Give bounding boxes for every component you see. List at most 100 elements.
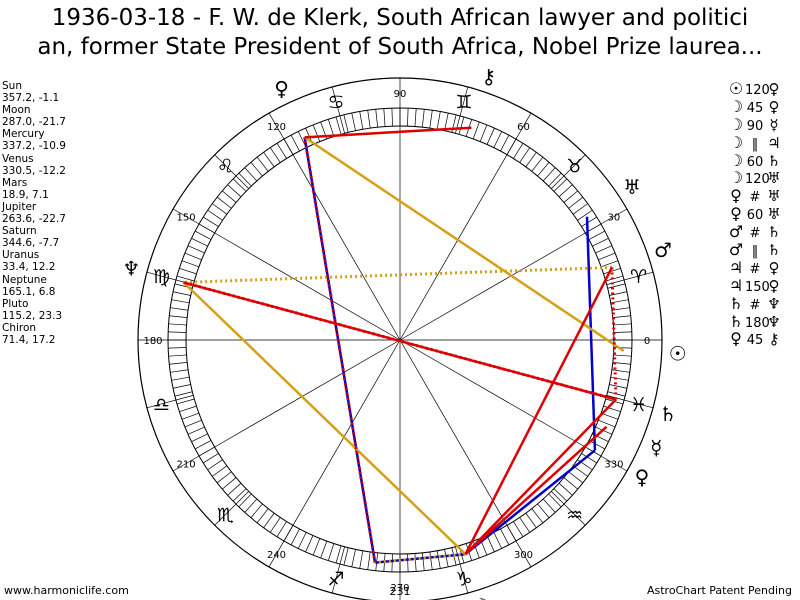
- degree-label: 270: [390, 583, 409, 594]
- aspect-row: ☽ 45 ♀: [727, 97, 783, 116]
- degree-tick: [600, 412, 619, 420]
- planet-glyph-pluto: ♀: [274, 76, 289, 100]
- degree-tick: [513, 143, 524, 159]
- aspect-line-mars-neptune: [183, 265, 612, 284]
- zodiac-sign-glyph: ♑: [455, 569, 472, 591]
- aspect-type: #: [749, 297, 761, 313]
- degree-tick: [207, 459, 223, 471]
- degree-tick: [553, 488, 568, 502]
- aspect-type: 45: [746, 100, 764, 116]
- degree-tick: [542, 167, 556, 182]
- degree-label: 240: [267, 550, 286, 561]
- aspect-row: ♄ 180♆: [727, 312, 783, 330]
- degree-tick: [256, 156, 269, 172]
- degree-tick: [519, 147, 531, 163]
- aspect-row: ♂ ‖ ♄: [727, 241, 783, 259]
- planet-coords-uranus: 33.4, 12.2: [2, 261, 56, 274]
- zodiac-sign-glyph: ♊: [455, 91, 472, 113]
- outer-spoke: [172, 446, 215, 472]
- degree-tick: [486, 127, 495, 145]
- degree-tick: [216, 471, 232, 484]
- degree-tick: [171, 299, 190, 304]
- degree-tick: [174, 391, 193, 397]
- degree-tick: [305, 535, 314, 553]
- degree-label: 210: [177, 460, 196, 471]
- degree-tick: [479, 124, 488, 142]
- degree-tick: [611, 369, 630, 373]
- degree-tick: [367, 551, 371, 570]
- degree-tick: [613, 354, 632, 357]
- aspect-row: ♀ # ♅: [727, 187, 783, 205]
- degree-tick: [244, 167, 258, 182]
- planet-coords-venus: 330.5, -12.2: [2, 164, 66, 177]
- aspect-planet-b: ♀: [768, 276, 780, 295]
- aspect-planet-a: ♀: [730, 329, 742, 349]
- degree-tick: [500, 134, 510, 152]
- planet-name-uranus: Uranus: [2, 249, 40, 262]
- degree-tick: [343, 114, 349, 133]
- outer-spoke: [268, 525, 294, 568]
- aspect-line-moon-neptune: [182, 281, 467, 556]
- planet-name-neptune: Neptune: [2, 273, 47, 286]
- zodiac-sign-glyph: ♌: [217, 155, 234, 177]
- degree-tick: [592, 237, 609, 247]
- aspect-planet-a: ☉: [728, 79, 744, 98]
- degree-tick: [613, 331, 632, 333]
- aspect-type: 90: [746, 118, 764, 134]
- planet-coords-saturn: 344.6, -7.7: [2, 237, 60, 250]
- aspect-row: ☽ 60 ♄: [727, 150, 783, 170]
- degree-tick: [542, 498, 556, 513]
- aspect-planet-b: ♀: [768, 80, 780, 98]
- planet-coords-mars: 18.9, 7.1: [2, 188, 49, 201]
- aspect-planet-a: ☽: [728, 150, 744, 170]
- degree-tick: [436, 550, 441, 569]
- degree-tick: [320, 540, 328, 559]
- inner-spoke: [399, 232, 586, 341]
- aspect-type: #: [749, 261, 761, 277]
- degree-tick: [351, 549, 356, 568]
- aspect-type: #: [749, 190, 761, 206]
- aspect-line-moon-mars: [464, 266, 614, 555]
- outer-spoke: [172, 208, 215, 234]
- degree-tick: [168, 323, 187, 326]
- aspect-row: ☽ 120♅: [727, 169, 783, 187]
- aspect-planet-a: ♂: [728, 240, 744, 260]
- zodiac-sign-glyph: ♒: [566, 505, 583, 527]
- degree-tick: [595, 245, 613, 254]
- degree-tick: [568, 196, 584, 209]
- aspect-planet-b: ♅: [767, 205, 781, 224]
- outer-spoke: [331, 86, 345, 134]
- degree-tick: [312, 124, 321, 142]
- degree-tick: [553, 178, 568, 192]
- degree-tick: [563, 477, 578, 490]
- zodiac-sign-glyph: ♎: [153, 394, 170, 416]
- aspect-planet-a: ☽: [728, 132, 744, 152]
- degree-tick: [513, 521, 524, 537]
- planet-coords-pluto: 115.2, 23.3: [2, 309, 63, 322]
- degree-tick: [600, 260, 619, 268]
- degree-tick: [519, 517, 531, 533]
- aspect-planet-a: ♄: [728, 293, 744, 313]
- degree-tick: [327, 119, 335, 137]
- aspect-planet-b: ♃: [767, 133, 781, 152]
- planet-glyph-venus: ♀: [635, 465, 650, 489]
- zodiac-sign-glyph: ♏: [217, 505, 234, 527]
- aspect-line-moon-saturn: [464, 398, 617, 556]
- planet-glyph-uranus: ♅: [623, 175, 641, 199]
- degree-tick: [444, 112, 449, 131]
- footer-website[interactable]: www.harmoniclife.com: [4, 584, 129, 597]
- aspect-type: 45: [746, 333, 764, 349]
- degree-tick: [250, 162, 263, 177]
- bottom-degree-readout: 231: [390, 585, 411, 598]
- inner-spoke: [214, 232, 401, 341]
- chart-title-line-1: 1936-03-18 - F. W. de Klerk, South Afric…: [51, 5, 749, 31]
- degree-tick: [613, 323, 632, 326]
- degree-tick: [269, 517, 281, 533]
- degree-tick: [335, 116, 342, 135]
- degree-tick: [603, 267, 621, 275]
- aspect-planet-a: ☽: [728, 114, 744, 134]
- degree-tick: [525, 512, 537, 528]
- aspect-row: ♀ 60 ♅: [727, 205, 783, 223]
- planet-name-chiron: Chiron: [2, 321, 37, 334]
- degree-tick: [391, 553, 393, 572]
